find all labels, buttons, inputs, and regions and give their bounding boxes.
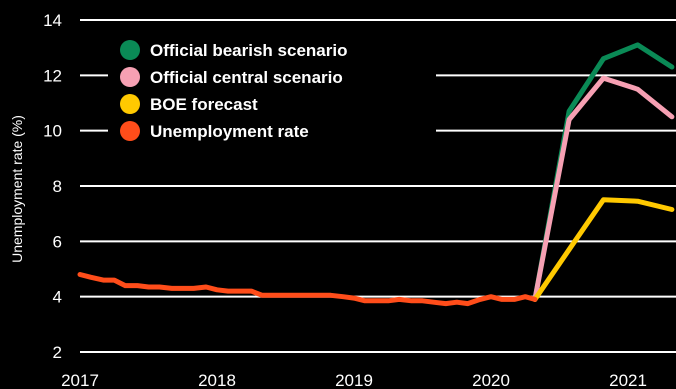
series-lines	[77, 42, 675, 307]
legend-marker	[120, 40, 140, 60]
legend: Official bearish scenario Official centra…	[108, 30, 436, 148]
x-tick-label: 2018	[198, 371, 236, 389]
series-line	[532, 75, 675, 302]
x-tick-label: 2019	[335, 371, 373, 389]
y-tick-label: 8	[53, 177, 62, 196]
y-axis-label: Unemployment rate (%)	[9, 115, 25, 263]
legend-marker	[120, 67, 140, 87]
series-line	[532, 42, 675, 302]
legend-label: Official central scenario	[150, 68, 343, 87]
legend-label: Official bearish scenario	[150, 41, 347, 60]
x-tick-label: 2021	[609, 371, 647, 389]
y-tick-label: 6	[53, 232, 62, 251]
legend-marker	[120, 94, 140, 114]
legend-label: BOE forecast	[150, 95, 258, 114]
y-tick-label: 4	[53, 288, 62, 307]
x-tick-label: 2020	[472, 371, 510, 389]
x-tick-labels: 2017 2018 2019 2020 2021	[61, 371, 647, 389]
legend-background	[108, 30, 436, 148]
x-tick-label: 2017	[61, 371, 99, 389]
legend-label: Unemployment rate	[150, 122, 309, 141]
series-line	[77, 272, 538, 307]
y-tick-label: 2	[53, 343, 62, 362]
y-tick-labels: 2 4 6 8 10 12 14	[43, 11, 62, 362]
legend-marker	[120, 121, 140, 141]
series-line	[532, 197, 675, 302]
y-tick-label: 10	[43, 122, 62, 141]
y-tick-label: 12	[43, 66, 62, 85]
y-tick-label: 14	[43, 11, 62, 30]
